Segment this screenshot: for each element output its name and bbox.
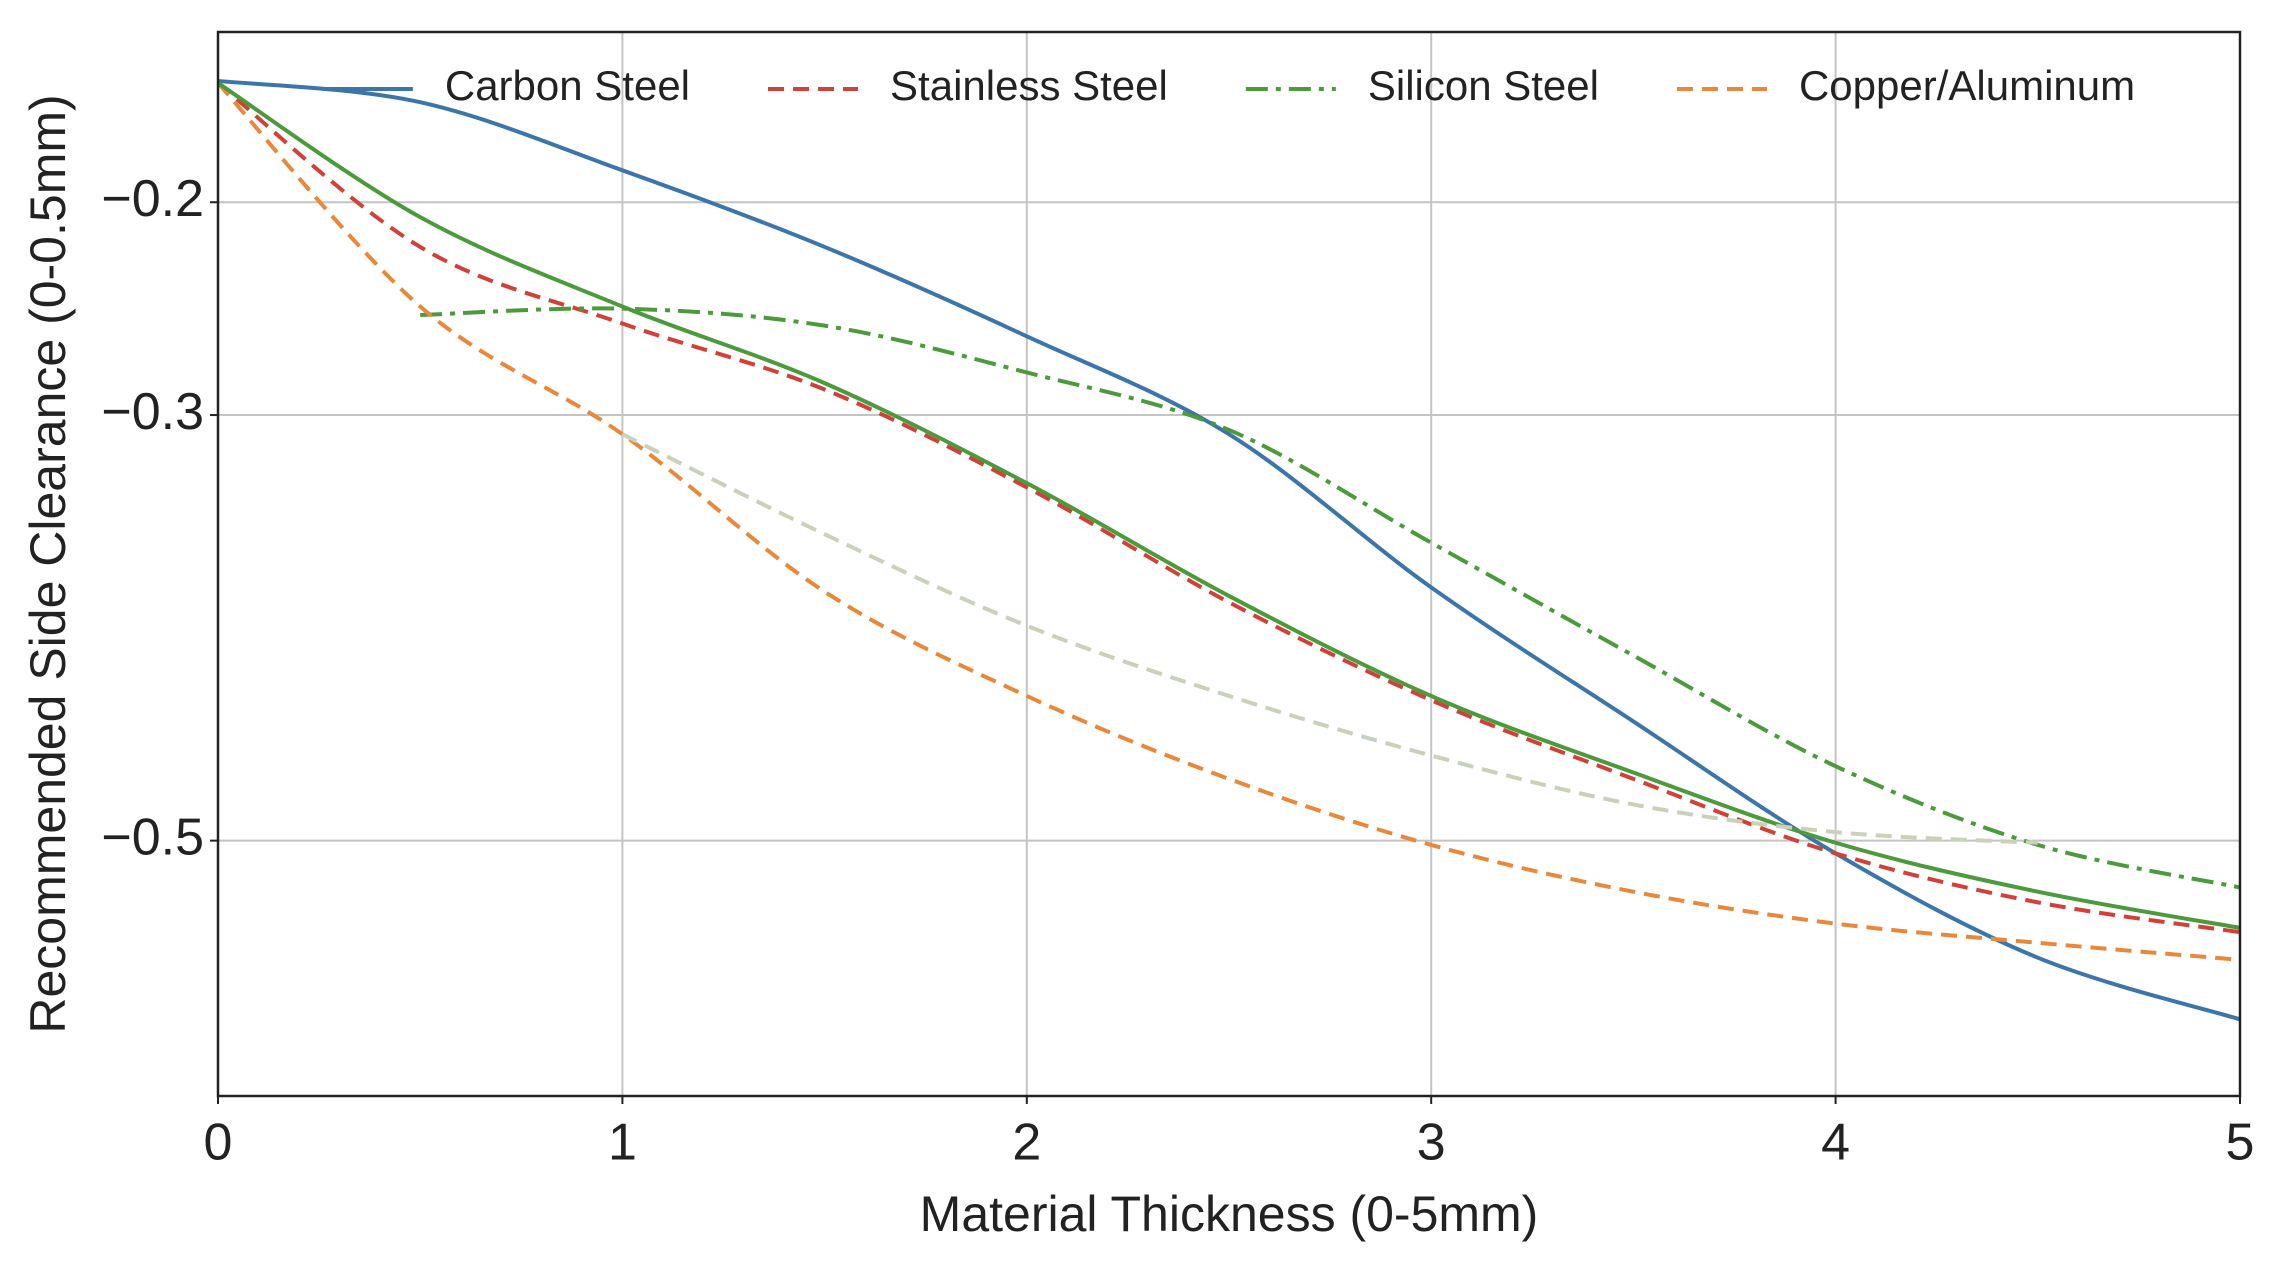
series-line	[621, 432, 2038, 845]
x-axis-title: Material Thickness (0-5mm)	[920, 1186, 1539, 1242]
legend-item: Silicon Steel	[1245, 62, 1599, 109]
legend-label: Silicon Steel	[1368, 62, 1599, 109]
series-line	[216, 81, 2241, 962]
y-tick-label: −0.2	[101, 170, 204, 228]
legend-item: Copper/Aluminum	[1676, 62, 2135, 109]
legend-label: Carbon Steel	[445, 62, 690, 109]
x-tick-label: 2	[1012, 1114, 1041, 1172]
x-tick-label: 0	[204, 1114, 233, 1172]
x-tick-label: 3	[1417, 1114, 1446, 1172]
series-line	[216, 81, 2241, 935]
x-tick-label: 5	[2226, 1114, 2255, 1172]
legend-label: Stainless Steel	[890, 62, 1168, 109]
series-line	[216, 81, 2241, 930]
legend-item: Carbon Steel	[322, 62, 690, 109]
legend-label: Copper/Aluminum	[1799, 62, 2135, 109]
series-line	[217, 78, 2241, 1022]
y-axis-title: Recommended Side Clearance (0-0.5mm)	[20, 94, 76, 1033]
y-tick-label: −0.5	[101, 808, 204, 866]
legend-item: Stainless Steel	[768, 62, 1168, 109]
x-tick-label: 4	[1821, 1114, 1850, 1172]
legend: Carbon Steel Stainless Steel Silicon Steel…	[322, 62, 2135, 109]
y-tick-label: −0.3	[101, 383, 204, 441]
series-line	[420, 306, 2241, 890]
x-tick-label: 1	[608, 1114, 637, 1172]
plot-frame	[216, 30, 2242, 1098]
